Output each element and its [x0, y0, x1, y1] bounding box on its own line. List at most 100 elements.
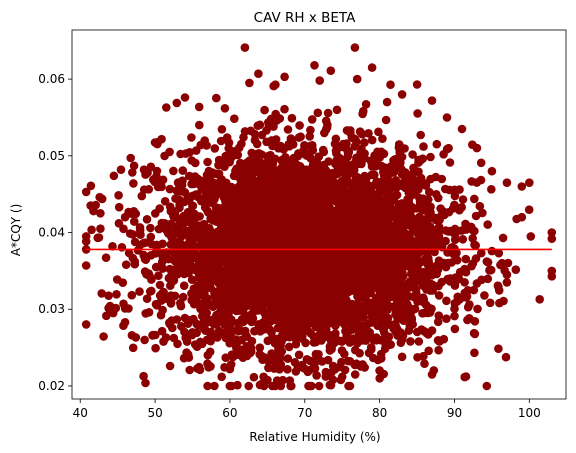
- scatter-point: [309, 199, 318, 208]
- scatter-point: [461, 372, 471, 381]
- scatter-point: [382, 292, 391, 302]
- scatter-point: [241, 276, 251, 285]
- scatter-point: [290, 358, 300, 367]
- scatter-point: [215, 160, 225, 169]
- scatter-point: [318, 321, 328, 330]
- scatter-point: [268, 193, 277, 203]
- scatter-point: [463, 286, 473, 295]
- scatter-point: [460, 278, 469, 287]
- scatter-point: [166, 291, 176, 300]
- scatter-point: [156, 310, 166, 320]
- scatter-point: [397, 335, 407, 344]
- scatter-point: [322, 192, 331, 202]
- scatter-point: [161, 333, 171, 342]
- scatter-point: [350, 221, 359, 230]
- scatter-point: [418, 281, 428, 290]
- scatter-point: [503, 258, 513, 268]
- scatter-point: [185, 148, 194, 157]
- scatter-point: [81, 245, 91, 254]
- scatter-point: [185, 171, 194, 181]
- scatter-point: [257, 224, 266, 233]
- scatter-point: [235, 336, 244, 345]
- scatter-point: [347, 166, 357, 175]
- scatter-point: [244, 289, 254, 298]
- scatter-point: [359, 106, 368, 116]
- scatter-point: [231, 298, 240, 308]
- scatter-point: [263, 152, 272, 161]
- scatter-point: [99, 332, 108, 341]
- scatter-point: [309, 241, 318, 250]
- scatter-point: [327, 344, 336, 354]
- scatter-point: [392, 183, 401, 193]
- scatter-point: [210, 381, 219, 391]
- scatter-point: [471, 241, 481, 250]
- scatter-point: [242, 332, 252, 341]
- scatter-point: [297, 204, 307, 214]
- scatter-point: [295, 121, 304, 130]
- scatter-point: [203, 350, 213, 360]
- scatter-point: [535, 295, 544, 304]
- scatter-point: [102, 311, 111, 321]
- scatter-point: [367, 231, 377, 241]
- scatter-point: [326, 66, 336, 75]
- scatter-point: [307, 301, 317, 311]
- scatter-point: [179, 211, 189, 221]
- scatter-point: [347, 181, 357, 190]
- scatter-point: [139, 238, 148, 248]
- scatter-point: [461, 219, 470, 229]
- scatter-point: [318, 283, 328, 293]
- scatter-point: [240, 210, 250, 219]
- scatter-point: [158, 264, 168, 273]
- scatter-point: [413, 109, 422, 118]
- scatter-point: [228, 352, 238, 362]
- scatter-point: [176, 301, 186, 311]
- scatter-point: [446, 274, 455, 283]
- scatter-point: [412, 327, 422, 337]
- scatter-point: [343, 287, 353, 297]
- scatter-point: [130, 217, 139, 226]
- scatter-point: [208, 168, 217, 177]
- chart-title: CAV RH x BETA: [254, 10, 356, 26]
- scatter-point: [352, 237, 362, 246]
- scatter-point: [344, 216, 353, 226]
- scatter-point: [468, 259, 478, 268]
- scatter-point: [337, 211, 347, 220]
- scatter-point: [267, 349, 276, 358]
- scatter-point: [334, 204, 344, 214]
- scatter-point: [157, 326, 167, 336]
- scatter-point: [149, 175, 158, 184]
- scatter-point: [423, 255, 432, 265]
- scatter-point: [450, 235, 460, 244]
- scatter-point: [192, 342, 202, 352]
- scatter-point: [346, 307, 356, 317]
- scatter-point: [424, 195, 433, 204]
- scatter-point: [307, 115, 317, 124]
- scatter-point: [190, 253, 200, 263]
- scatter-point: [360, 323, 370, 333]
- scatter-point: [220, 320, 229, 329]
- scatter-point: [327, 168, 337, 178]
- scatter-point: [220, 104, 230, 113]
- scatter-point: [458, 235, 468, 244]
- scatter-point: [340, 349, 349, 359]
- scatter-point: [202, 308, 211, 318]
- scatter-point: [323, 108, 333, 118]
- scatter-point: [205, 230, 215, 239]
- scatter-point: [311, 285, 321, 294]
- scatter-point: [284, 342, 294, 352]
- scatter-point: [202, 246, 212, 256]
- scatter-point: [473, 304, 482, 314]
- scatter-point: [278, 199, 288, 209]
- scatter-point: [291, 310, 300, 319]
- scatter-point: [128, 253, 138, 263]
- scatter-point: [283, 354, 293, 363]
- scatter-point: [379, 246, 389, 255]
- scatter-point: [420, 327, 429, 336]
- scatter-point: [206, 215, 216, 224]
- scatter-point: [343, 145, 352, 155]
- scatter-point: [169, 166, 178, 176]
- scatter-point: [229, 243, 239, 252]
- scatter-point: [225, 381, 235, 391]
- scatter-point: [423, 214, 432, 223]
- scatter-point: [189, 299, 199, 309]
